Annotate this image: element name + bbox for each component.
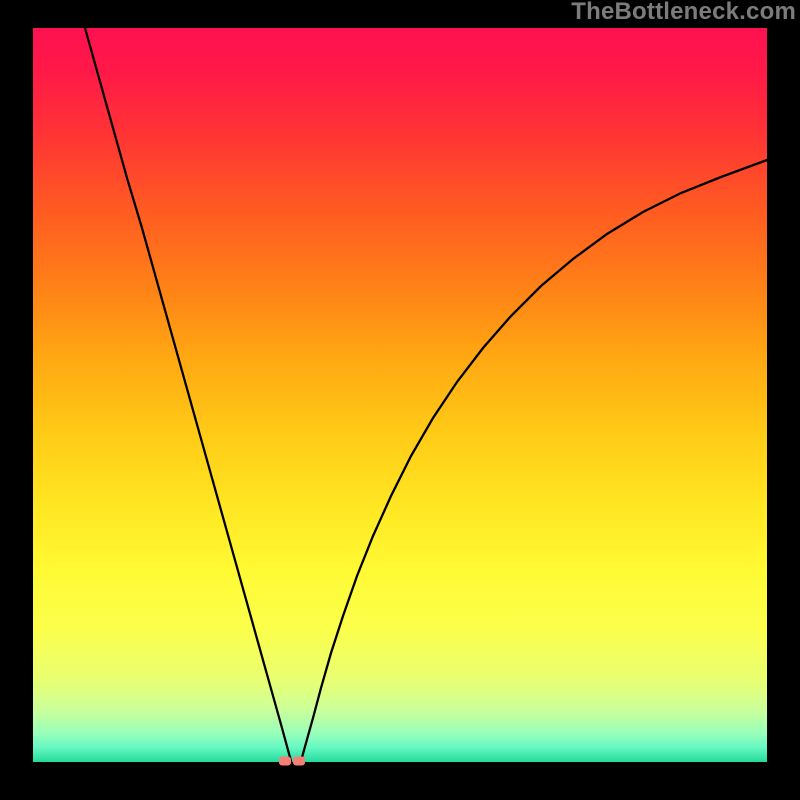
curve-left bbox=[85, 28, 291, 761]
min-marker-1 bbox=[293, 757, 305, 766]
curve-right bbox=[301, 160, 767, 761]
watermark-text: TheBottleneck.com bbox=[571, 0, 796, 26]
min-marker-0 bbox=[279, 757, 291, 766]
chart-frame: TheBottleneck.com bbox=[0, 0, 800, 800]
plot-area bbox=[33, 28, 767, 762]
bottleneck-curve bbox=[33, 28, 767, 762]
